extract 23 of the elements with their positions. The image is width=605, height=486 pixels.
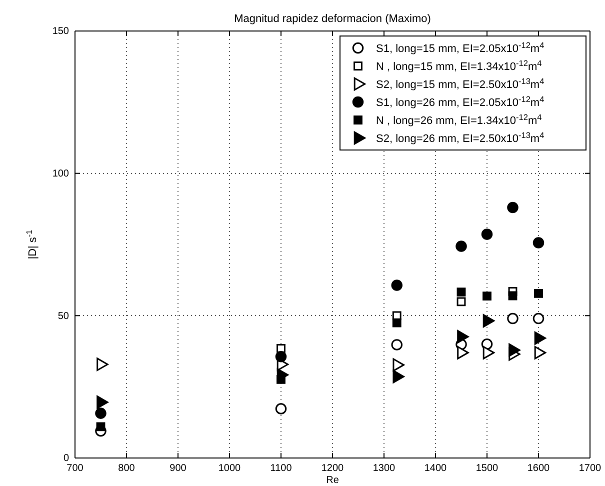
legend-label: S2, long=15 mm, EI=2.50x10$^{-13}$m$^{4}$: [376, 76, 545, 91]
legend-label: S1, long=26 mm, EI=2.05x10$^{-12}$m$^{4}$: [376, 94, 545, 109]
y-tick-label: 50: [58, 310, 70, 322]
legend-label: S1, long=15 mm, EI=2.05x10$^{-12}$m$^{4}$: [376, 40, 545, 55]
x-tick-label: 1500: [476, 463, 499, 474]
y-tick-label: 100: [52, 168, 70, 180]
x-tick-label: 1200: [321, 463, 344, 474]
y-tick-label: 150: [52, 26, 70, 38]
chart-title: Magnitud rapidez deformacion (Maximo): [234, 13, 431, 25]
x-tick-label: 900: [170, 463, 187, 474]
legend-label: N , long=15 mm, EI=1.34x10$^{-12}$m$^{4}$: [376, 58, 542, 73]
x-tick-label: 1300: [372, 463, 396, 474]
x-tick-label: 700: [66, 463, 84, 474]
x-tick-label: 1400: [424, 463, 448, 474]
x-tick-label: 1700: [578, 463, 602, 474]
x-tick-label: 1600: [527, 463, 550, 474]
y-tick-label: 0: [63, 453, 70, 464]
legend-label: N , long=26 mm, EI=1.34x10$^{-12}$m$^{4}$: [376, 112, 542, 127]
legend-label: S2, long=26 mm, EI=2.50x10$^{-13}$m$^{4}$: [376, 130, 545, 145]
x-tick-label: 1100: [270, 463, 292, 474]
x-tick-label: 800: [118, 463, 136, 474]
x-axis-title: Re: [326, 475, 340, 486]
x-tick-label: 1000: [218, 463, 242, 474]
